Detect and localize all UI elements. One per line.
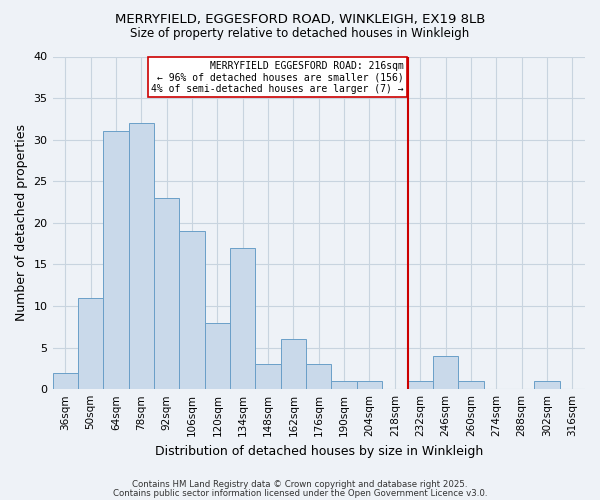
Bar <box>306 364 331 389</box>
Bar <box>534 381 560 389</box>
Bar <box>458 381 484 389</box>
Text: Size of property relative to detached houses in Winkleigh: Size of property relative to detached ho… <box>130 28 470 40</box>
Bar <box>407 381 433 389</box>
Bar <box>179 231 205 389</box>
Bar <box>205 322 230 389</box>
Bar <box>433 356 458 389</box>
Bar <box>281 340 306 389</box>
Bar <box>230 248 256 389</box>
Bar <box>128 123 154 389</box>
Bar <box>53 372 78 389</box>
Text: MERRYFIELD, EGGESFORD ROAD, WINKLEIGH, EX19 8LB: MERRYFIELD, EGGESFORD ROAD, WINKLEIGH, E… <box>115 12 485 26</box>
Bar <box>256 364 281 389</box>
Bar <box>103 132 128 389</box>
Bar <box>357 381 382 389</box>
Text: MERRYFIELD EGGESFORD ROAD: 216sqm
← 96% of detached houses are smaller (156)
4% : MERRYFIELD EGGESFORD ROAD: 216sqm ← 96% … <box>151 60 404 94</box>
Text: Contains HM Land Registry data © Crown copyright and database right 2025.: Contains HM Land Registry data © Crown c… <box>132 480 468 489</box>
Bar <box>154 198 179 389</box>
Y-axis label: Number of detached properties: Number of detached properties <box>15 124 28 322</box>
Bar <box>78 298 103 389</box>
Text: Contains public sector information licensed under the Open Government Licence v3: Contains public sector information licen… <box>113 488 487 498</box>
X-axis label: Distribution of detached houses by size in Winkleigh: Distribution of detached houses by size … <box>155 444 483 458</box>
Bar <box>331 381 357 389</box>
